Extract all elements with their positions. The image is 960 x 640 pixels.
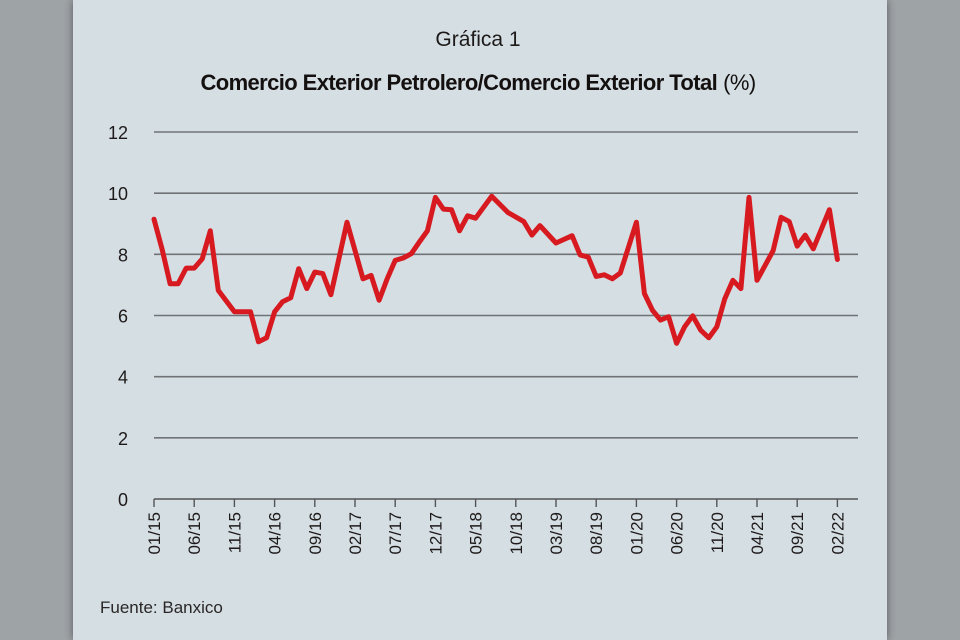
x-tick-label: 02/22: [828, 512, 847, 555]
y-tick-label: 0: [118, 490, 128, 510]
x-tick-label: 07/17: [386, 512, 405, 555]
x-tick-label: 11/20: [708, 512, 727, 553]
chart-title: Comercio Exterior Petrolero/Comercio Ext…: [200, 70, 755, 95]
y-tick-label: 4: [118, 368, 128, 388]
x-tick-label: 09/16: [306, 512, 325, 555]
y-tick-label: 6: [118, 307, 128, 327]
chart-title-unit: (%): [723, 70, 755, 95]
x-tick-label: 12/17: [426, 512, 445, 555]
series-lines: [151, 193, 840, 346]
y-tick-label: 10: [108, 184, 128, 204]
source-note: Fuente: Banxico: [100, 598, 223, 617]
x-tick-label: 06/15: [185, 512, 204, 555]
x-tick-label: 04/21: [748, 512, 767, 555]
y-tick-label: 12: [108, 123, 128, 143]
x-tick-label: 02/17: [346, 512, 365, 555]
y-tick-label: 2: [118, 429, 128, 449]
chart-title-main: Comercio Exterior Petrolero/Comercio Ext…: [200, 70, 717, 95]
x-tick-label: 01/15: [145, 512, 164, 555]
x-tick-label: 06/20: [668, 512, 687, 555]
x-tick-label: 05/18: [467, 512, 486, 555]
y-axis: 0 2 4 6 8 10 12: [108, 123, 128, 510]
x-tick-label: 09/21: [788, 512, 807, 555]
x-tick-label: 04/16: [266, 512, 285, 555]
x-axis: 01/15 06/15 11/15 04/16 09/16 02/17 07/17 12/17…: [145, 499, 847, 555]
x-tick-label: 11/15: [225, 512, 244, 553]
y-tick-label: 8: [118, 245, 128, 265]
x-tick-label: 08/19: [587, 512, 606, 555]
chart-panel: [73, 0, 887, 640]
x-tick-label: 01/20: [627, 512, 646, 555]
x-tick-label: 03/19: [547, 512, 566, 555]
gridlines: [154, 131, 858, 500]
x-tick-label: 10/18: [507, 512, 526, 555]
series-line: [151, 193, 840, 346]
chart-label: Gráfica 1: [435, 28, 520, 51]
